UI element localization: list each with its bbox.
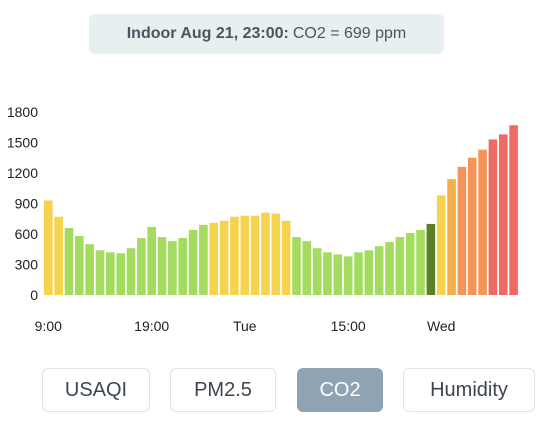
- tab-humidity[interactable]: Humidity: [403, 368, 535, 412]
- bar-selected[interactable]: [426, 223, 436, 295]
- bar[interactable]: [498, 134, 508, 295]
- bar[interactable]: [147, 226, 156, 295]
- bar[interactable]: [261, 212, 270, 295]
- bar[interactable]: [323, 252, 332, 295]
- y-tick-label: 1200: [7, 165, 38, 181]
- metric-tabs: USAQI PM2.5 CO2 Humidity: [0, 368, 537, 414]
- x-tick-label: Tue: [233, 318, 257, 334]
- bar[interactable]: [302, 241, 312, 295]
- bar[interactable]: [488, 139, 498, 295]
- bar[interactable]: [374, 246, 384, 295]
- bar[interactable]: [436, 195, 446, 295]
- bar[interactable]: [467, 157, 477, 295]
- bar[interactable]: [230, 216, 239, 295]
- bar[interactable]: [333, 254, 343, 295]
- bar[interactable]: [199, 224, 208, 295]
- tab-pm25[interactable]: PM2.5: [170, 368, 276, 412]
- x-tick-label: 19:00: [134, 318, 169, 334]
- bar[interactable]: [188, 229, 198, 295]
- bar[interactable]: [116, 253, 125, 295]
- y-tick-label: 300: [15, 257, 39, 273]
- bar[interactable]: [478, 149, 487, 295]
- reading-tooltip: Indoor Aug 21, 23:00: CO2 = 699 ppm: [89, 14, 444, 54]
- bar[interactable]: [240, 215, 250, 295]
- tab-usaqi[interactable]: USAQI: [42, 368, 150, 412]
- bar[interactable]: [250, 215, 260, 295]
- bar[interactable]: [95, 250, 105, 295]
- y-tick-label: 1800: [7, 104, 38, 120]
- bar[interactable]: [85, 244, 94, 295]
- y-tick-label: 1500: [7, 135, 38, 151]
- x-tick-label: 9:00: [35, 318, 62, 334]
- y-tick-label: 900: [15, 196, 39, 212]
- bar[interactable]: [126, 248, 136, 295]
- bar[interactable]: [178, 238, 188, 295]
- bar[interactable]: [364, 250, 374, 295]
- bar[interactable]: [209, 222, 219, 295]
- tab-co2[interactable]: CO2: [297, 368, 383, 412]
- bar[interactable]: [75, 236, 84, 295]
- bar[interactable]: [292, 237, 301, 295]
- x-tick-label: Wed: [427, 318, 456, 334]
- co2-bar-chart: 0 300 600 900 1200 1500 1800 9:00 19:00 Tue 15:00 W…: [7, 104, 518, 334]
- tooltip-value: CO2 = 699 ppm: [292, 25, 407, 42]
- bar[interactable]: [447, 179, 456, 295]
- bar[interactable]: [168, 241, 177, 295]
- bar[interactable]: [271, 213, 281, 295]
- bar[interactable]: [457, 166, 467, 295]
- bar[interactable]: [395, 237, 405, 295]
- bar[interactable]: [416, 229, 425, 295]
- bar[interactable]: [385, 242, 394, 295]
- bar[interactable]: [312, 248, 322, 295]
- bar[interactable]: [343, 256, 353, 295]
- bar[interactable]: [219, 220, 229, 295]
- bar[interactable]: [44, 200, 53, 295]
- bar[interactable]: [354, 252, 363, 295]
- bar[interactable]: [157, 237, 167, 295]
- bar[interactable]: [106, 252, 115, 295]
- tooltip-timestamp: Indoor Aug 21, 23:00:: [126, 25, 289, 42]
- bar[interactable]: [64, 227, 74, 295]
- bar[interactable]: [54, 216, 63, 295]
- bar[interactable]: [281, 220, 291, 295]
- x-tick-label: 15:00: [331, 318, 366, 334]
- bar[interactable]: [137, 238, 146, 295]
- bar[interactable]: [405, 232, 415, 295]
- bar[interactable]: [509, 125, 518, 295]
- y-tick-label: 0: [30, 287, 38, 303]
- y-tick-label: 600: [15, 226, 39, 242]
